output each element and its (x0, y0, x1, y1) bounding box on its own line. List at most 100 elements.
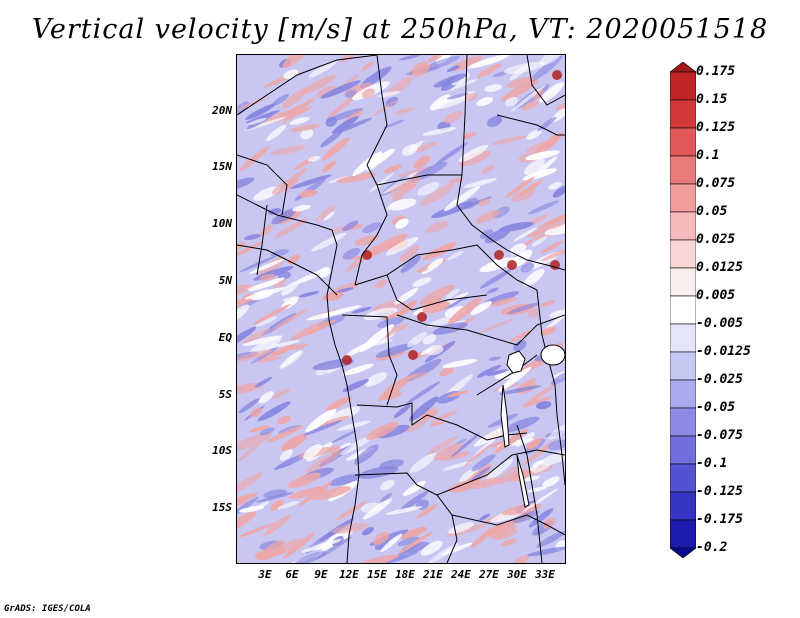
field-streak (257, 401, 291, 422)
field-streak (250, 346, 280, 364)
field-streak (301, 74, 337, 95)
field-streak (477, 63, 502, 78)
field-streak (237, 496, 259, 519)
lon-label: 6E (285, 568, 299, 581)
field-streak (409, 452, 437, 473)
colorbar-segment (670, 407, 696, 437)
field-streak (393, 404, 411, 419)
field-streak (364, 372, 388, 387)
field-streak (479, 257, 517, 273)
field-streak (430, 410, 459, 424)
field-streak (376, 317, 405, 328)
field-streak (498, 221, 534, 232)
colorbar-label: -0.125 (696, 484, 743, 499)
colorbar-segment (670, 267, 696, 297)
field-streak (237, 511, 257, 535)
colorbar-label: 0.075 (696, 176, 736, 191)
field-streak (362, 222, 382, 234)
field-streak (259, 225, 274, 237)
colorbar-label: -0.005 (696, 316, 743, 331)
field-streak (532, 460, 544, 468)
field-streak (272, 93, 290, 106)
field-streak (542, 517, 556, 529)
field-streak (448, 297, 482, 325)
colorbar-segment (670, 547, 696, 558)
field-streak (432, 322, 468, 335)
field-streak (366, 421, 399, 440)
field-streak (344, 89, 357, 98)
field-streak (298, 480, 333, 507)
field-streak (312, 486, 352, 501)
colorbar-label: -0.175 (696, 512, 743, 527)
lon-label: 18E (395, 568, 415, 581)
field-streak (307, 155, 321, 162)
colorbar-label: 0.175 (696, 64, 736, 79)
field-streak (520, 262, 535, 273)
field-streak (279, 449, 293, 461)
field-streak (282, 296, 300, 302)
field-streak (486, 369, 508, 376)
field-streak (513, 227, 537, 242)
field-streak (541, 246, 565, 262)
colorbar (670, 62, 696, 558)
field-streak (360, 60, 376, 72)
field-streak (303, 420, 343, 436)
field-streak (342, 379, 369, 392)
field-streak (427, 258, 444, 270)
map-title: Vertical velocity [m/s] at 250hPa, VT: 2… (31, 14, 769, 45)
field-streak (435, 142, 468, 166)
field-streak (476, 364, 502, 378)
field-streak (290, 320, 328, 341)
field-streak (374, 539, 391, 550)
field-streak (325, 116, 338, 127)
colorbar-segment (670, 295, 696, 325)
field-streak (422, 127, 457, 136)
field-streak (269, 499, 284, 512)
field-streak (400, 255, 421, 273)
field-streak (342, 363, 374, 376)
field-streak (536, 531, 565, 548)
field-streak (263, 515, 291, 536)
field-streak (518, 377, 537, 389)
field-streak (536, 401, 552, 410)
field-streak (310, 232, 347, 252)
field-streak (447, 251, 464, 261)
field-streak (431, 201, 473, 219)
field-streak (442, 542, 473, 556)
field-streak (320, 130, 343, 148)
field-streak (419, 284, 455, 305)
field-streak (427, 315, 459, 328)
field-streak (555, 101, 565, 110)
field-streak (398, 531, 434, 554)
field-streak (255, 316, 277, 327)
field-streak (440, 451, 470, 461)
field-streak (388, 198, 417, 211)
field-streak (380, 389, 402, 400)
field-streak (289, 116, 310, 126)
field-streak (481, 165, 495, 174)
field-streak (523, 396, 553, 408)
field-streak (380, 533, 403, 552)
field-streak (437, 92, 474, 109)
colorbar-segment (670, 71, 696, 101)
field-streak (477, 318, 514, 334)
field-streak (340, 55, 356, 63)
field-streak (284, 106, 314, 120)
field-streak (369, 233, 409, 255)
field-streak (317, 415, 350, 428)
field-streak (414, 142, 437, 153)
field-streak (267, 340, 301, 349)
country-borders (237, 55, 565, 563)
field-streak (448, 177, 464, 184)
field-streak (402, 143, 418, 156)
lat-label: 20N (212, 104, 232, 117)
field-streak (539, 82, 564, 103)
field-streak (254, 377, 273, 388)
field-streak (250, 407, 263, 418)
field-streak (277, 501, 300, 510)
field-streak (400, 526, 427, 540)
strong-updraft-spot (552, 70, 562, 80)
colorbar-label: 0.025 (696, 232, 736, 247)
field-streak (426, 435, 458, 456)
field-streak (451, 433, 480, 458)
